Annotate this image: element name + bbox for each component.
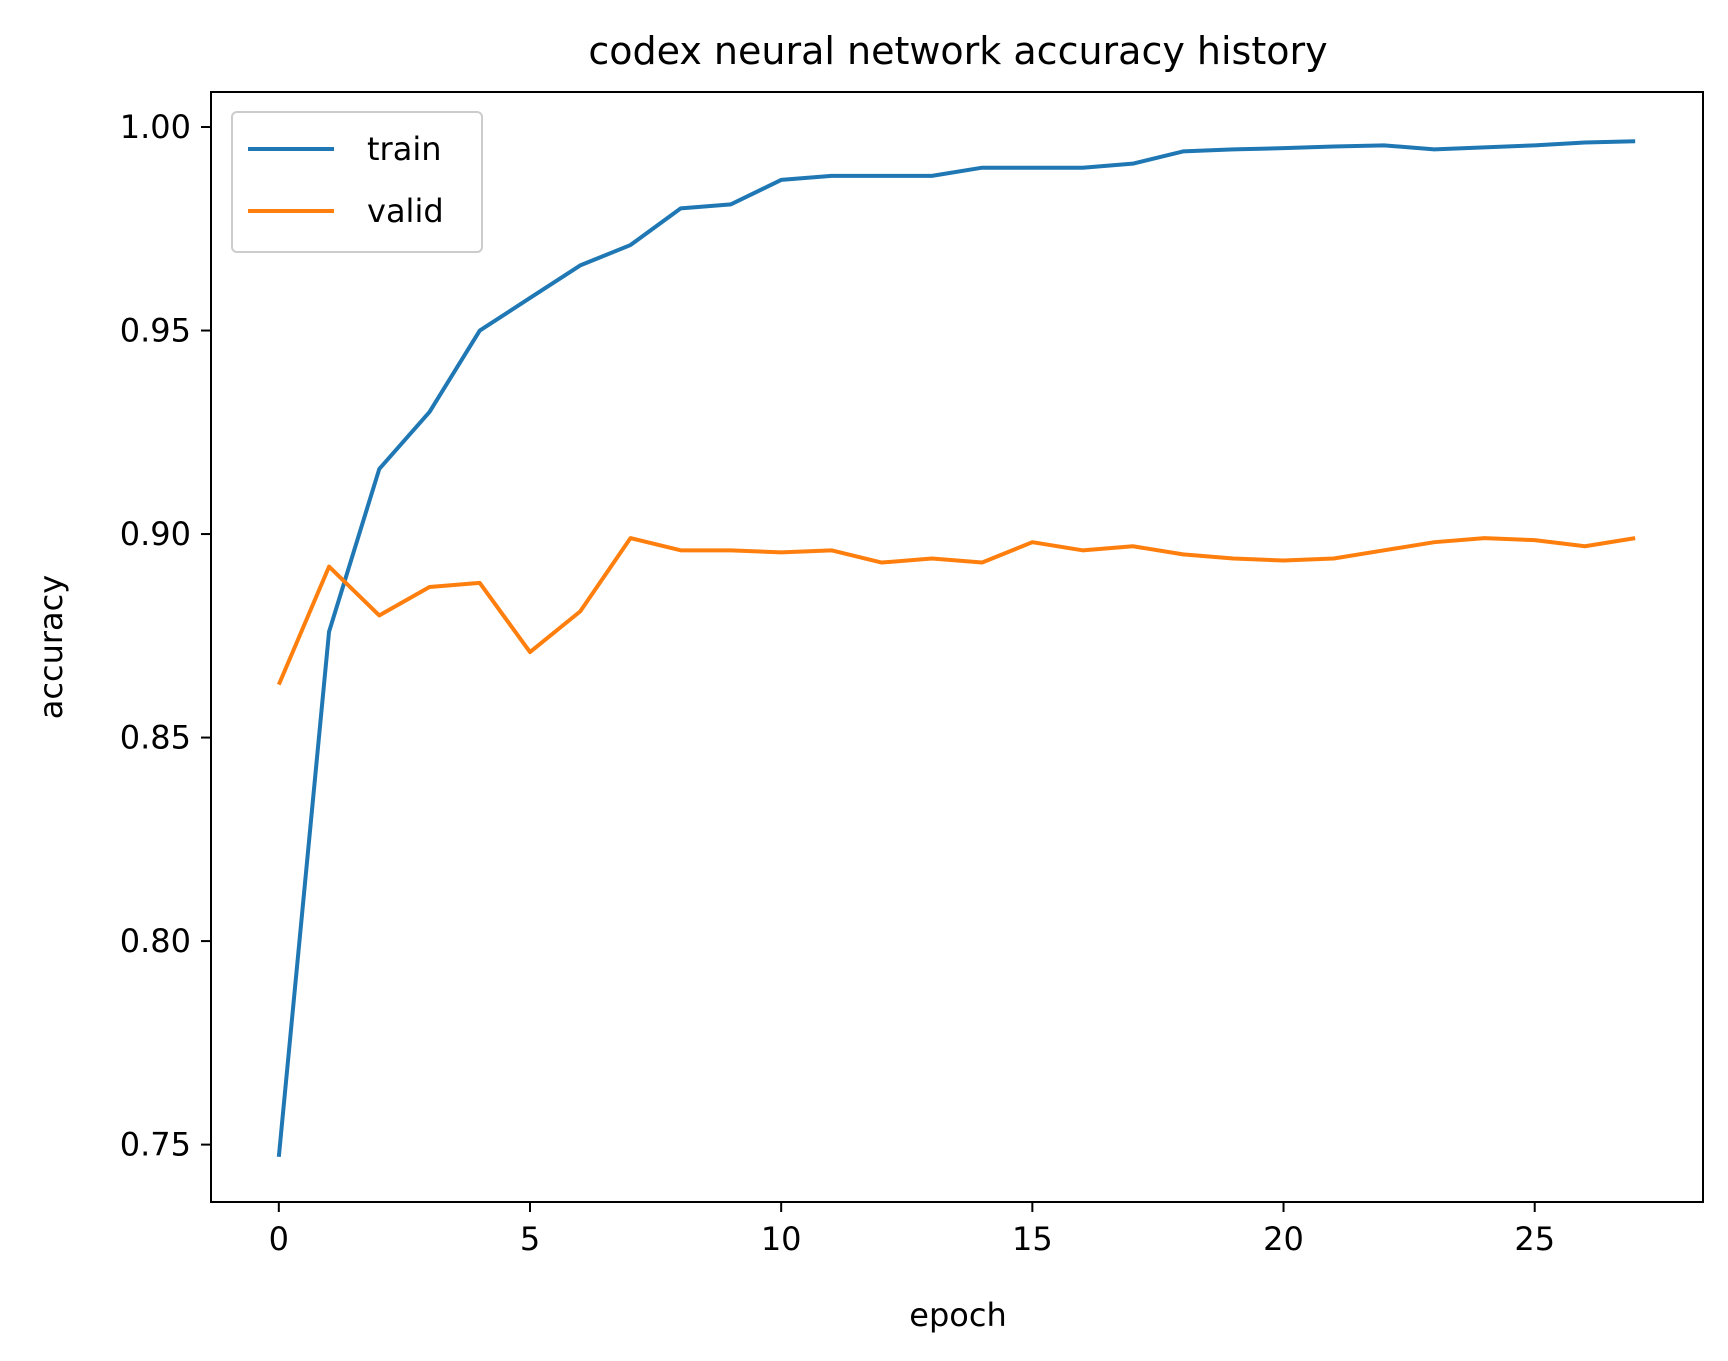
x-tick-label: 10 (761, 1220, 802, 1258)
legend-label-valid: valid (367, 192, 444, 230)
x-axis-label: epoch (909, 1296, 1006, 1334)
y-axis-label: accuracy (32, 575, 70, 719)
y-tick-label: 1.00 (120, 108, 191, 146)
y-tick-label: 0.85 (120, 719, 191, 757)
plot-frame (210, 91, 1704, 1203)
legend-box (231, 111, 483, 253)
y-tick-label: 0.90 (120, 515, 191, 553)
y-tick-label: 0.95 (120, 312, 191, 350)
legend: train valid (231, 111, 483, 253)
x-tick-label: 0 (269, 1220, 289, 1258)
x-tick-label: 15 (1012, 1220, 1053, 1258)
series-line-valid (276, 536, 1636, 686)
y-tick-label: 0.75 (120, 1126, 191, 1164)
series-line-train (276, 139, 1636, 1158)
legend-label-train: train (367, 130, 441, 168)
plot-lines (276, 139, 1636, 1158)
chart-title: codex neural network accuracy history (588, 29, 1327, 73)
x-axis-ticks: 0 5 10 15 20 25 (269, 1202, 1555, 1258)
x-tick-label: 25 (1514, 1220, 1555, 1258)
x-tick-label: 20 (1263, 1220, 1304, 1258)
y-tick-label: 0.80 (120, 922, 191, 960)
x-tick-label: 5 (520, 1220, 540, 1258)
y-axis-ticks: 0.75 0.80 0.85 0.90 0.95 1.00 (120, 108, 211, 1164)
